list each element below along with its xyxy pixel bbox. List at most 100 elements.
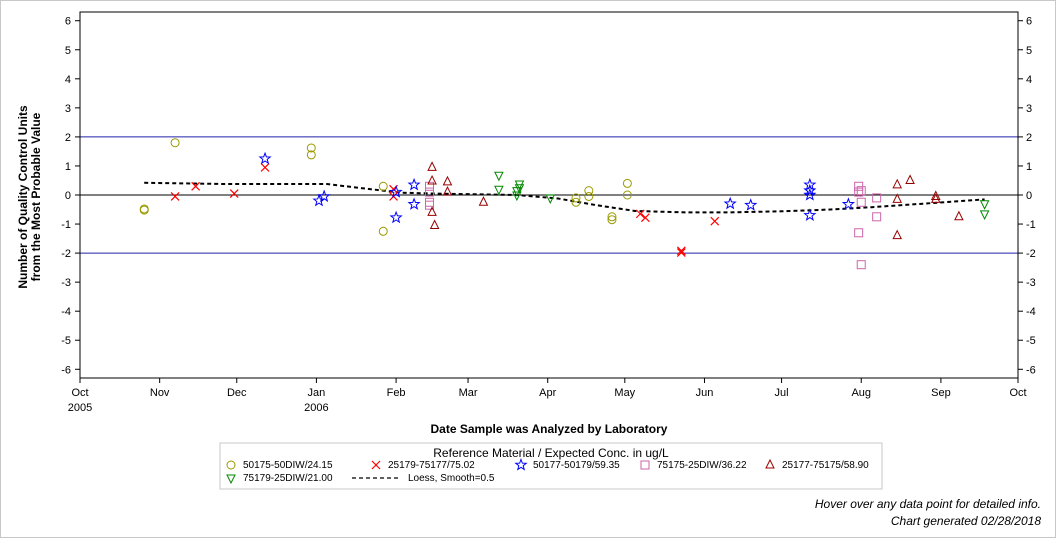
data-point[interactable]: 25179-75177/75.02: 2006-05-09, -0.78 [640, 213, 650, 223]
data-point[interactable]: 25177-75175/58.90: 2006-08-30, -0.05 [930, 190, 941, 200]
data-point[interactable]: 75179-25DIW/21.00: 2006-03-13, 0.68 [494, 171, 504, 182]
legend-title: Reference Material / Expected Conc. in u… [433, 446, 669, 460]
y-tick-label-left: -5 [61, 335, 71, 347]
y-tick-label-right: 5 [1026, 45, 1032, 57]
x-tick-label: Sep [931, 387, 951, 399]
data-point[interactable]: 25177-75175/58.90: 2006-02-15, -0.6 [427, 206, 437, 216]
data-point[interactable]: 75175-25DIW/36.22: 2006-02-14, 0.1 [425, 187, 435, 197]
data-point[interactable]: 50177-50179/59.35: 2006-01-04, -0.05 [317, 189, 331, 203]
data-point[interactable]: 50175-50DIW/24.15: 2006-04-17, 0.15 [584, 186, 594, 196]
data-point[interactable]: 50175-50DIW/24.15: 2006-05-02, 0 [622, 190, 632, 200]
data-point[interactable]: 75179-25DIW/21.00: 2006-03-21, 0.25 [514, 184, 525, 194]
y-tick-label-right: -4 [1026, 306, 1036, 318]
data-point[interactable]: 75175-25DIW/36.22: 2006-08-01, -2.4 [856, 260, 866, 270]
data-point[interactable]: 25179-75177/75.02: 2005-11-07, -0.05 [170, 192, 180, 201]
data-point[interactable]: 50177-50179/59.35: 2006-07-12, 0 [803, 188, 817, 201]
y-axis-title: Number of Quality Control Units from the… [16, 105, 43, 289]
y-tick-label-left: 4 [65, 74, 71, 86]
x-tick-label: Nov [150, 387, 170, 399]
data-point[interactable]: 75175-25DIW/36.22: 2006-08-01, 0.15 [856, 186, 866, 196]
x-tick-label: Aug [851, 387, 871, 399]
legend-marker [514, 458, 528, 471]
data-point-layer[interactable]: 50175-50DIW/24.15: 2005-10-26, -0.485017… [139, 138, 990, 270]
x-tick-label: May [614, 387, 635, 399]
data-point[interactable]: 50177-50179/59.35: 2006-07-12, 0.35 [803, 177, 817, 191]
data-point[interactable]: 25177-75175/58.90: 2006-02-15, 0.48 [427, 174, 437, 185]
data-point[interactable]: 50177-50179/59.35: 2006-02-08, -0.32 [407, 197, 421, 210]
data-point[interactable]: 25177-75175/58.90: 2006-09-08, -0.75 [954, 210, 964, 221]
data-point[interactable]: 75175-25DIW/36.22: 2006-07-31, 0.1 [854, 187, 864, 197]
data-point[interactable]: 25179-75177/75.02: 2006-06-05, -0.9 [710, 216, 720, 226]
data-point[interactable]: 25177-75175/58.90: 2006-02-21, 0.1 [442, 185, 453, 196]
data-point[interactable]: 50175-50DIW/24.15: 2006-04-26, -0.85 [607, 215, 617, 225]
data-point[interactable]: 25177-75175/58.90: 2006-02-15, 0.95 [427, 161, 437, 171]
y-tick-label-left: 1 [65, 161, 71, 173]
data-point[interactable]: 25179-75177/75.02: 2005-12-12, 0.95 [260, 162, 270, 172]
data-point[interactable]: 75179-25DIW/21.00: 2006-03-20, 0 [512, 191, 522, 202]
axis-layer: -6 -6 -5 -5 -4 -4 -3 -3 -2 -2 -1 -1 0 0 1 1 2 2 3 3 4 4 5 5 6 6 Oc… [61, 11, 1036, 414]
data-point[interactable]: 25179-75177/75.02: 2006-05-23, -1.98 [676, 248, 686, 257]
data-point[interactable]: 50177-50179/59.35: 2006-06-11, -0.3 [723, 196, 737, 210]
data-point[interactable]: 50177-50179/59.35: 2006-07-12, 0.15 [803, 183, 817, 197]
data-point[interactable]: 75175-25DIW/36.22: 2006-02-14, -0.35 [425, 200, 435, 210]
data-point[interactable]: 25177-75175/58.90: 2006-08-15, -0.15 [892, 193, 903, 203]
data-point[interactable]: 25179-75177/75.02: 2005-11-30, 0.05 [229, 189, 239, 198]
data-point[interactable]: 25177-75175/58.90: 2006-08-30, -0.15 [930, 193, 941, 203]
data-point[interactable]: 50175-50DIW/24.15: 2006-01-27, -1.25 [378, 226, 388, 236]
y-tick-label-left: 6 [65, 16, 71, 28]
data-point[interactable]: 25177-75175/58.90: 2006-08-20, 0.5 [905, 174, 915, 184]
legend-label: 75175-25DIW/36.22 [657, 460, 747, 471]
data-point[interactable]: 50177-50179/59.35: 2006-02-01, -0.78 [389, 210, 403, 224]
legend-box [219, 442, 883, 490]
data-point[interactable]: 75179-25DIW/21.00: 2006-09-18, -0.65 [979, 210, 990, 220]
data-point[interactable]: 50177-50179/59.35: 2006-07-12, -0.7 [803, 208, 817, 221]
data-point[interactable]: 25177-75175/58.90: 2006-02-16, -1.05 [429, 219, 440, 229]
data-point[interactable]: 75175-25DIW/36.22: 2006-08-07, -0.75 [872, 212, 882, 222]
data-point[interactable]: 75175-25DIW/36.22: 2006-02-14, -0.25 [425, 197, 435, 207]
legend-label: 25179-75177/75.02 [388, 460, 475, 471]
y-tick-label-left: -4 [61, 306, 71, 318]
y-tick-label-right: 6 [1026, 16, 1032, 28]
data-point[interactable]: 50175-50DIW/24.15: 2006-04-12, -0.25 [571, 197, 581, 207]
data-point[interactable]: 25179-75177/75.02: 2006-05-23, -1.92 [676, 246, 686, 256]
data-point[interactable]: 75179-25DIW/21.00: 2006-09-18, -0.3 [979, 200, 990, 210]
y-tick-label-left: 5 [65, 45, 71, 57]
data-point[interactable]: 25179-75177/75.02: 2005-11-15, 0.3 [191, 181, 201, 191]
data-point[interactable]: 50175-50DIW/24.15: 2005-11-07, 1.8 [170, 138, 180, 148]
data-point[interactable]: 25177-75175/58.90: 2006-08-15, -1.4 [892, 229, 903, 240]
data-point[interactable]: 50175-50DIW/24.15: 2006-04-12, -0.1 [571, 193, 581, 203]
data-point[interactable]: 25179-75177/75.02: 2006-05-07, -0.65 [635, 209, 645, 219]
data-point[interactable]: 50175-50DIW/24.15: 2006-04-26, -0.75 [607, 212, 617, 222]
x-tick-label: Oct [71, 387, 88, 399]
data-point[interactable]: 25177-75175/58.90: 2006-02-21, 0.45 [442, 175, 453, 186]
data-point[interactable]: 50177-50179/59.35: 2005-12-12, 1.25 [258, 151, 272, 165]
legend-items: 50175-50DIW/24.15 25179-75177/75.02 50177-… [226, 458, 869, 485]
data-point[interactable]: 50175-50DIW/24.15: 2006-04-17, -0.05 [584, 191, 594, 201]
data-point[interactable]: 50175-50DIW/24.15: 2006-05-02, 0.4 [622, 178, 632, 188]
data-point[interactable]: 25177-75175/58.90: 2006-03-07, -0.25 [478, 196, 489, 206]
data-point[interactable]: 25177-75175/58.90: 2006-08-15, 0.35 [892, 178, 903, 189]
data-point[interactable]: 50177-50179/59.35: 2006-06-19, -0.35 [744, 198, 758, 211]
data-point[interactable]: 75175-25DIW/36.22: 2006-08-01, -0.25 [856, 197, 866, 207]
data-point[interactable]: 75175-25DIW/36.22: 2006-02-14, 0.3 [425, 181, 435, 191]
data-point[interactable]: 50177-50179/59.35: 2006-02-08, 0.35 [407, 177, 421, 191]
y-tick-label-left: 2 [65, 132, 71, 144]
y-tick-label-right: -3 [1026, 277, 1036, 289]
data-point[interactable]: 50175-50DIW/24.15: 2005-12-30, 1.38 [306, 150, 316, 160]
y-tick-label-left: 0 [65, 190, 71, 202]
y-tick-label-left: -3 [61, 277, 71, 289]
x-tick-year-label: 2005 [68, 402, 92, 414]
data-point[interactable]: 75179-25DIW/21.00: 2006-03-13, 0.2 [494, 185, 504, 196]
data-point[interactable]: 75179-25DIW/21.00: 2006-04-02, -0.1 [545, 194, 556, 205]
data-point[interactable]: 50177-50179/59.35: 2006-07-27, -0.32 [841, 197, 855, 210]
legend-label: Loess, Smooth=0.5 [408, 473, 495, 484]
data-point[interactable]: 50175-50DIW/24.15: 2005-10-26, -0.52 [139, 205, 149, 215]
data-point[interactable]: 75175-25DIW/36.22: 2006-07-31, -1.3 [854, 228, 864, 238]
data-point[interactable]: 50177-50179/59.35: 2006-02-01, 0.1 [389, 185, 403, 198]
data-point[interactable]: 75175-25DIW/36.22: 2006-08-07, -0.1 [872, 193, 882, 203]
x-tick-label: Jul [775, 387, 789, 399]
data-point[interactable]: 50175-50DIW/24.15: 2006-01-27, 0.3 [378, 181, 388, 191]
data-point[interactable]: 50175-50DIW/24.15: 2005-12-30, 1.62 [306, 143, 316, 153]
y-tick-label-right: 1 [1026, 161, 1032, 173]
